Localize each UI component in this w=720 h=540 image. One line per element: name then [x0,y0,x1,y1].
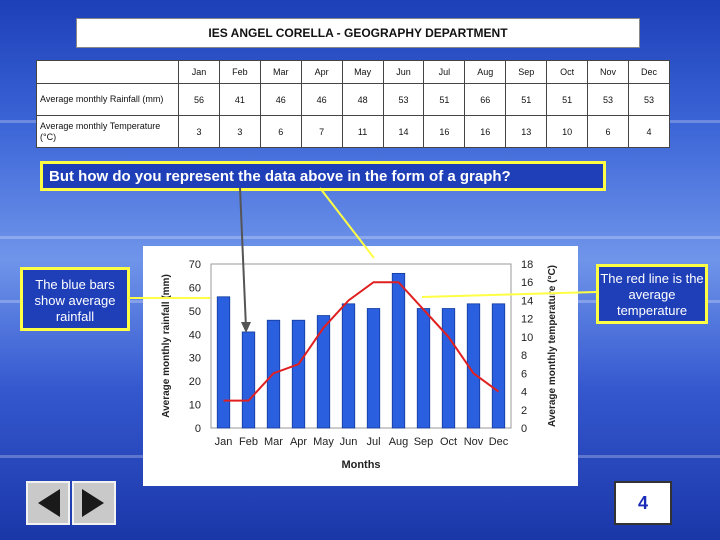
temperature-line [223,281,500,402]
y2-tick-label: 14 [521,295,533,307]
x-tick-label: Feb [239,436,258,448]
y-tick-label: 30 [189,353,201,365]
table-cell: 3 [218,115,261,148]
x-tick-label: Apr [290,436,307,448]
table-cell: 11 [341,115,384,148]
y-tick-label: 0 [195,423,201,435]
month-header: Jun [382,60,425,84]
y2-tick-label: 2 [521,405,527,417]
y-tick-label: 60 [189,282,201,294]
previous-button[interactable] [26,481,70,525]
row-label: Average monthly Temperature (°C) [36,115,179,148]
table-cell: 53 [587,83,629,116]
y-tick-label: 10 [189,400,201,412]
table-row: Average monthly Temperature (°C) 3 3 6 7 11 14… [36,115,671,148]
table-cell: 3 [178,115,220,148]
page-title: IES ANGEL CORELLA - GEOGRAPHY DEPARTMENT [76,18,640,48]
y-tick-label: 20 [189,376,201,388]
table-cell: 56 [178,83,220,116]
y-tick-label: 40 [189,329,201,341]
climate-chart-panel: 0 10 20 30 40 50 60 70 0 2 4 6 8 10 12 14 16 18 Jan Feb Mar A… [143,246,578,486]
x-tick-label: Oct [440,436,457,448]
table-cell: 53 [382,83,425,116]
x-tick-label: Jun [340,436,358,448]
rainfall-bar [416,308,431,429]
x-tick-label: Aug [389,436,409,448]
y2-tick-label: 10 [521,332,533,344]
next-button[interactable] [72,481,116,525]
table-cell: 7 [300,115,343,148]
x-tick-label: Jul [366,436,380,448]
arrow-right-icon [82,489,104,517]
rainfall-bar [391,272,406,429]
rainfall-bar [441,308,456,429]
table-cell: 46 [300,83,343,116]
rainfall-bar [241,331,256,429]
x-tick-label: Sep [414,436,434,448]
table-cell: 6 [587,115,629,148]
month-header: Nov [587,60,629,84]
y2-tick-label: 18 [521,259,533,271]
month-header: Sep [505,60,548,84]
rainfall-bar [291,319,306,429]
table-cell: 16 [464,115,507,148]
x-tick-label: Nov [464,436,484,448]
table-cell: 4 [627,115,671,148]
table-cell: 48 [341,83,384,116]
month-header: May [341,60,384,84]
table-row: Average monthly Rainfall (mm) 56 41 46 46 48 5… [36,83,671,116]
plot-area [210,263,512,429]
rainfall-bar [216,296,231,429]
table-cell: 6 [259,115,302,148]
y2-tick-label: 8 [521,350,527,362]
x-tick-label: Dec [489,436,509,448]
month-header: Apr [300,60,343,84]
table-cell: 10 [546,115,589,148]
rainfall-bar [316,315,331,429]
month-header: Jan [178,60,220,84]
y2-tick-label: 16 [521,277,533,289]
table-cell: 66 [464,83,507,116]
table-cell: 14 [382,115,425,148]
table-cell: 53 [627,83,671,116]
y2-tick-label: 4 [521,387,527,399]
x-tick-label: May [313,436,334,448]
month-header: Jul [423,60,466,84]
table-cell: 51 [423,83,466,116]
y-axis-label: Average monthly rainfall (mm) [161,274,172,418]
climate-data-table: Jan Feb Mar Apr May Jun Jul Aug Sep Oct Nov Dec Aver… [36,60,671,148]
table-cell: 13 [505,115,548,148]
bars-callout: The blue bars show average rainfall [20,267,130,331]
y2-axis-label: Average monthly temperature (°C) [547,265,558,427]
climate-chart: 0 10 20 30 40 50 60 70 0 2 4 6 8 10 12 14 16 18 Jan Feb Mar A… [161,259,558,471]
y2-tick-label: 6 [521,368,527,380]
table-cell: 51 [546,83,589,116]
table-corner-cell [36,60,179,84]
month-header: Oct [546,60,589,84]
rainfall-bar [491,303,506,429]
row-label: Average monthly Rainfall (mm) [36,83,179,116]
table-cell: 16 [423,115,466,148]
table-cell: 51 [505,83,548,116]
y2-tick-label: 0 [521,423,527,435]
table-cell: 41 [218,83,261,116]
question-banner: But how do you represent the data above … [40,161,606,191]
rainfall-bar [366,308,381,429]
month-header: Mar [259,60,302,84]
page-number: 4 [614,481,672,525]
x-tick-label: Jan [215,436,233,448]
month-header: Feb [218,60,261,84]
y2-tick-label: 12 [521,314,533,326]
month-header: Dec [627,60,671,84]
y-tick-label: 50 [189,306,201,318]
line-callout: The red line is the average temperature [596,264,708,324]
month-header: Aug [464,60,507,84]
rainfall-bar [341,303,356,429]
y-tick-label: 70 [189,259,201,271]
x-tick-label: Mar [264,436,283,448]
table-cell: 46 [259,83,302,116]
arrow-left-icon [38,489,60,517]
x-axis-label: Months [341,459,380,471]
